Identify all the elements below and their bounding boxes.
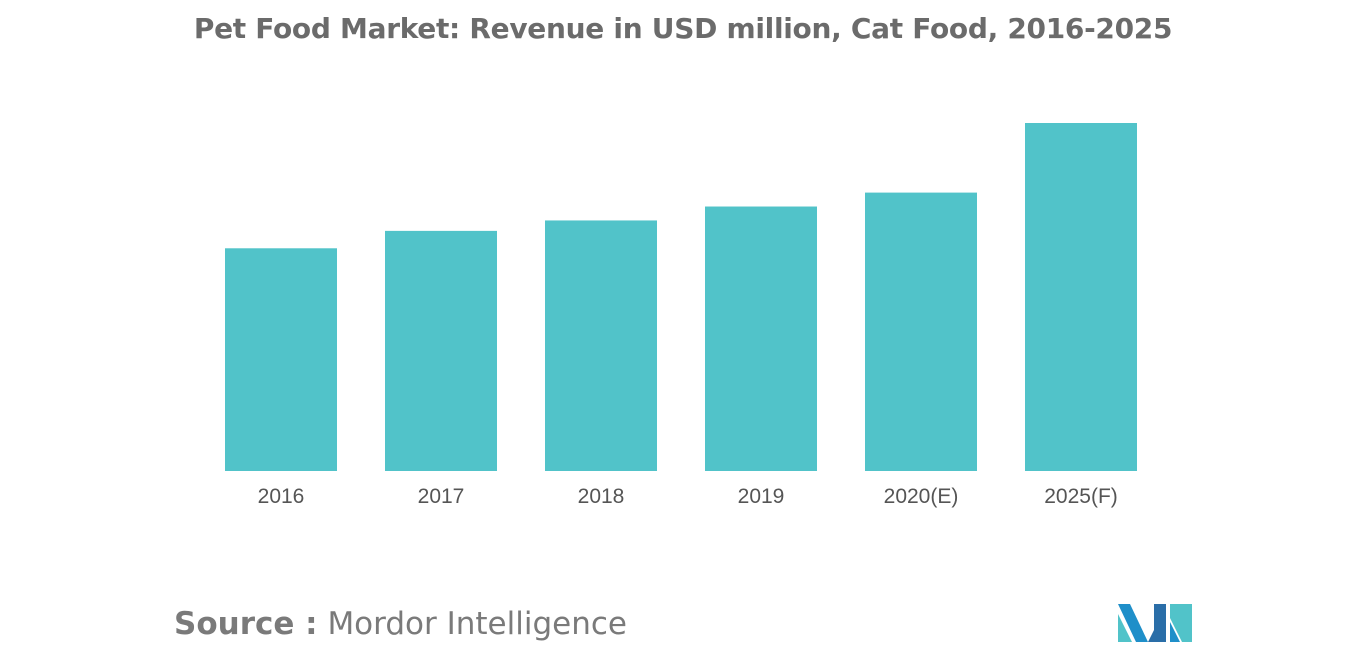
x-tick-label: 2020(E) — [884, 485, 959, 508]
logo-shape-left — [1118, 604, 1148, 642]
bar-2020-e — [865, 192, 977, 471]
logo-shape-center — [1148, 604, 1166, 642]
bar-2019 — [705, 206, 817, 471]
source-credit: Source : Mordor Intelligence — [174, 606, 627, 642]
bar-2016 — [225, 248, 337, 471]
bar-2018 — [545, 220, 657, 471]
logo-shape-right — [1170, 604, 1192, 642]
x-tick-label: 2017 — [418, 485, 465, 508]
bar-2025-f — [1025, 123, 1137, 471]
chart-title: Pet Food Market: Revenue in USD million,… — [193, 12, 1173, 45]
x-tick-label: 2016 — [258, 485, 305, 508]
logo-shape-right-dark — [1170, 622, 1180, 642]
source-prefix: Source : — [174, 606, 318, 642]
x-tick-label: 2018 — [578, 485, 625, 508]
bar-2017 — [385, 230, 497, 471]
bar-group — [225, 123, 1137, 471]
x-tick-label: 2025(F) — [1044, 485, 1118, 508]
bar-chart: 2016 2017 2018 2019 2020(E) 2025(F) — [225, 123, 1137, 508]
x-tick-label: 2019 — [738, 485, 785, 508]
mordor-intelligence-logo-icon — [1118, 604, 1192, 642]
source-name: Mordor Intelligence — [327, 606, 627, 642]
x-axis-tick-labels: 2016 2017 2018 2019 2020(E) 2025(F) — [258, 485, 1118, 508]
logo-shape-mid — [1118, 614, 1132, 642]
